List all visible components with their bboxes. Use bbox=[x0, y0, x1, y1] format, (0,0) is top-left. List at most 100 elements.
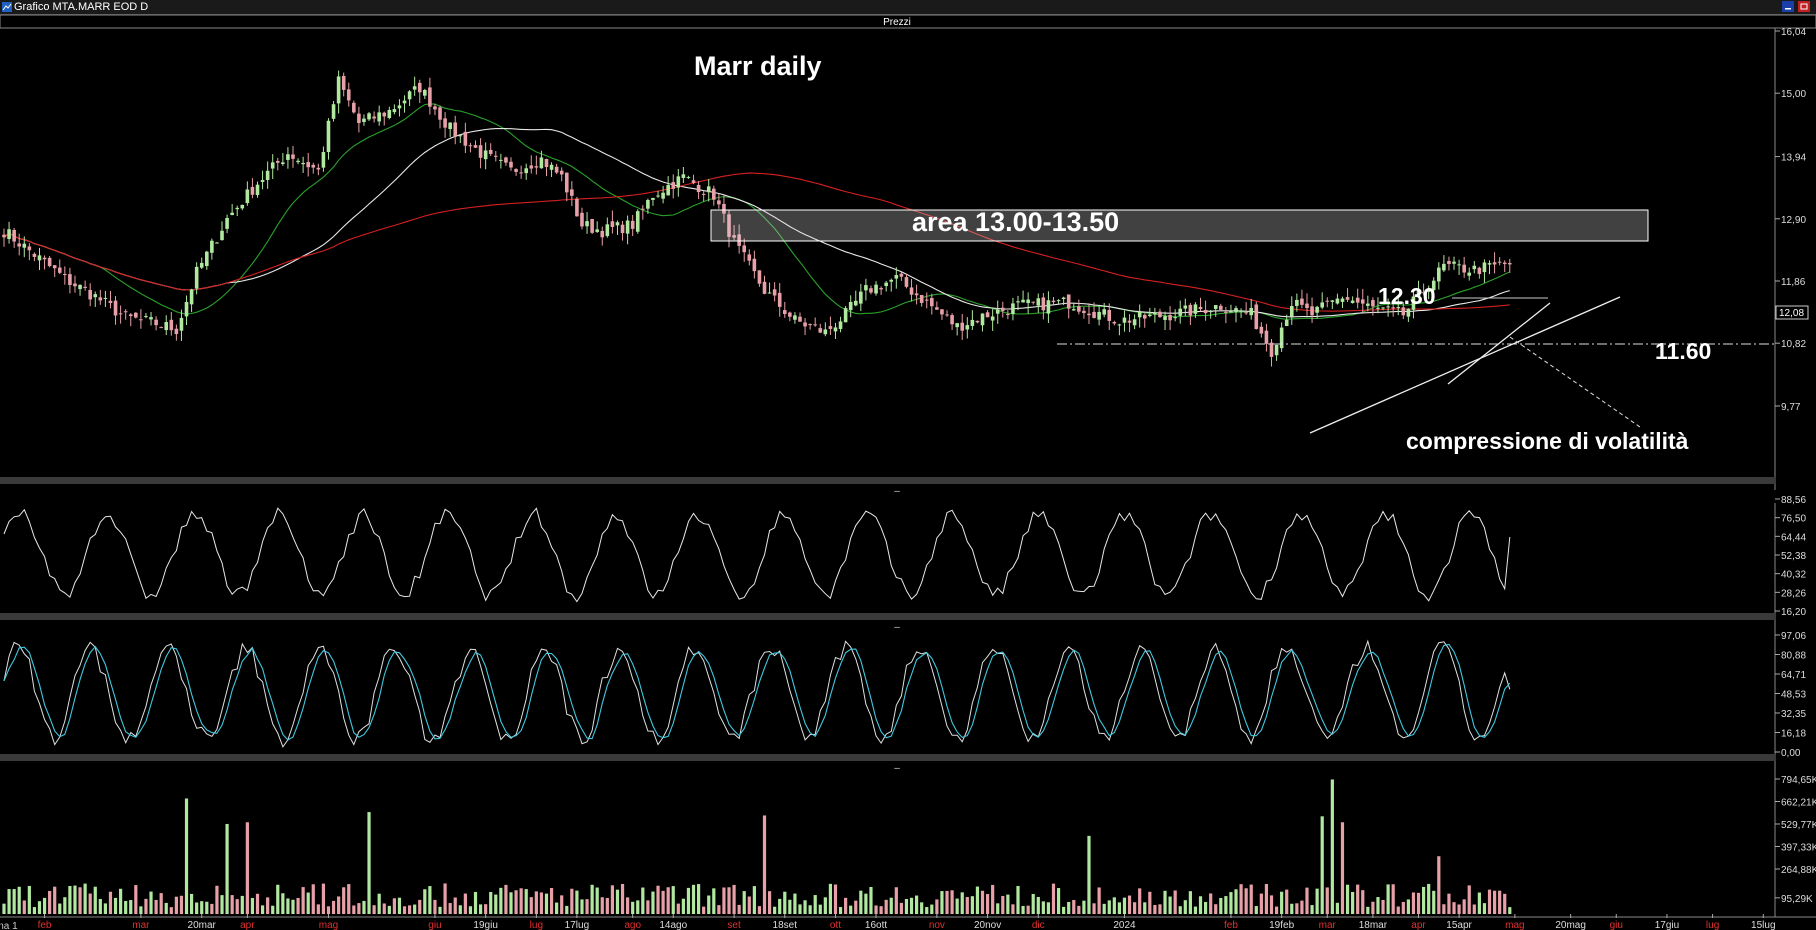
volume-bar bbox=[1447, 893, 1451, 914]
volume-bar bbox=[1153, 904, 1157, 914]
candle-body bbox=[1021, 299, 1025, 303]
window-titlebar[interactable]: Grafico MTA.MARR EOD D bbox=[0, 0, 1816, 15]
volume-bar bbox=[296, 897, 300, 914]
candle-body bbox=[412, 86, 417, 90]
volume-bar bbox=[1234, 889, 1238, 914]
candle-body bbox=[1224, 311, 1228, 313]
candle-body bbox=[1229, 311, 1233, 313]
candle-body bbox=[47, 257, 52, 267]
candle-body bbox=[524, 168, 529, 174]
volume-bar bbox=[859, 890, 863, 914]
volume-bar bbox=[793, 893, 797, 914]
candle-body bbox=[123, 311, 128, 313]
volume-bar bbox=[828, 883, 833, 914]
candle-body bbox=[1173, 317, 1177, 319]
chart-title: Marr daily bbox=[694, 51, 822, 81]
candle-body bbox=[1289, 306, 1294, 317]
candle-body bbox=[940, 309, 944, 315]
candle-body bbox=[255, 184, 260, 196]
candle-body bbox=[215, 242, 219, 244]
volume-bar bbox=[225, 823, 229, 914]
volume-bar bbox=[980, 890, 985, 914]
sheet-tab[interactable]: ina 1 bbox=[0, 921, 18, 930]
candle-body bbox=[1132, 319, 1137, 326]
volume-bar bbox=[864, 893, 868, 914]
candle-body bbox=[453, 122, 458, 137]
candle-body bbox=[681, 174, 686, 178]
candle-body bbox=[134, 312, 138, 318]
candle-body bbox=[1381, 307, 1385, 309]
volatility-label: compressione di volatilità bbox=[1406, 428, 1689, 454]
xtick-label: 2024 bbox=[1113, 920, 1136, 930]
volume-bar bbox=[42, 897, 47, 914]
chart-canvas[interactable]: Prezzi – – – 16,04 15,00 13,94 12,90 11,86 10… bbox=[0, 15, 1816, 930]
volume-bar bbox=[1477, 892, 1481, 914]
candle-body bbox=[1310, 306, 1314, 316]
volume-bar bbox=[413, 904, 417, 914]
volume-bar bbox=[48, 890, 52, 914]
volume-bar bbox=[1209, 893, 1213, 914]
minimize-icon[interactable] bbox=[1782, 1, 1794, 12]
rsi-panel-handle[interactable]: – bbox=[894, 486, 900, 497]
volume-bar bbox=[154, 899, 158, 914]
volume-bar bbox=[631, 901, 635, 914]
ma-mid-line bbox=[3, 128, 1510, 318]
candle-body bbox=[488, 149, 493, 154]
candle-body bbox=[1102, 309, 1106, 315]
maximize-icon[interactable] bbox=[1798, 1, 1810, 12]
candle-body bbox=[1472, 265, 1477, 270]
candle-body bbox=[402, 100, 407, 104]
candle-body bbox=[666, 185, 670, 196]
volume-bar bbox=[666, 887, 670, 914]
volume-bar bbox=[1427, 883, 1431, 914]
candle-body bbox=[641, 208, 645, 210]
volume-bar bbox=[879, 906, 883, 914]
candle-body bbox=[1031, 301, 1036, 303]
volume-panel-handle[interactable]: – bbox=[894, 763, 900, 774]
candle-body bbox=[1208, 311, 1213, 313]
volume-bar bbox=[189, 893, 194, 914]
volume-bar bbox=[722, 887, 726, 914]
volume-bar bbox=[1437, 856, 1441, 914]
volume-bar bbox=[909, 897, 914, 914]
candle-body bbox=[651, 197, 655, 200]
volume-bar bbox=[463, 893, 467, 914]
candle-body bbox=[1366, 303, 1370, 306]
candle-body bbox=[777, 292, 782, 307]
candle-body bbox=[676, 176, 681, 188]
volume-bar bbox=[382, 903, 386, 914]
xtick-label: 17lug bbox=[565, 920, 589, 930]
volume-bar bbox=[1249, 884, 1253, 914]
volume-bar bbox=[1229, 892, 1233, 914]
candle-body bbox=[1371, 300, 1375, 307]
volume-bar bbox=[1102, 903, 1106, 914]
price-panel: 16,04 15,00 13,94 12,90 11,86 10,82 9,77 bbox=[2, 27, 1806, 413]
volume-bar bbox=[1487, 889, 1492, 914]
volume-bar bbox=[899, 902, 903, 914]
volume-bar bbox=[2, 903, 6, 914]
xtick-label: mag bbox=[1505, 920, 1524, 930]
volume-bar bbox=[1416, 892, 1421, 914]
candle-body bbox=[757, 270, 762, 284]
volume-bar bbox=[230, 895, 234, 914]
xtick-label: ago bbox=[624, 920, 641, 930]
volume-bar bbox=[1173, 890, 1177, 914]
volume-bar bbox=[970, 896, 974, 914]
volume-bar bbox=[1264, 884, 1269, 914]
candle-body bbox=[1401, 307, 1406, 316]
xtick-label: nov bbox=[929, 920, 945, 930]
stoch-panel-handle[interactable]: – bbox=[894, 622, 900, 633]
candle-body bbox=[1452, 261, 1456, 264]
candle-body bbox=[610, 221, 615, 227]
price-ytick-label: 15,00 bbox=[1781, 89, 1806, 100]
candle-body bbox=[12, 229, 16, 242]
candle-body bbox=[93, 294, 98, 298]
candle-body bbox=[311, 164, 316, 168]
volume-bar bbox=[1036, 896, 1040, 914]
volume-bar bbox=[210, 903, 214, 914]
volume-bar bbox=[641, 887, 645, 914]
candle-body bbox=[108, 300, 113, 303]
volume-bar bbox=[717, 905, 721, 914]
candle-body bbox=[539, 157, 544, 169]
candle-body bbox=[205, 251, 209, 267]
